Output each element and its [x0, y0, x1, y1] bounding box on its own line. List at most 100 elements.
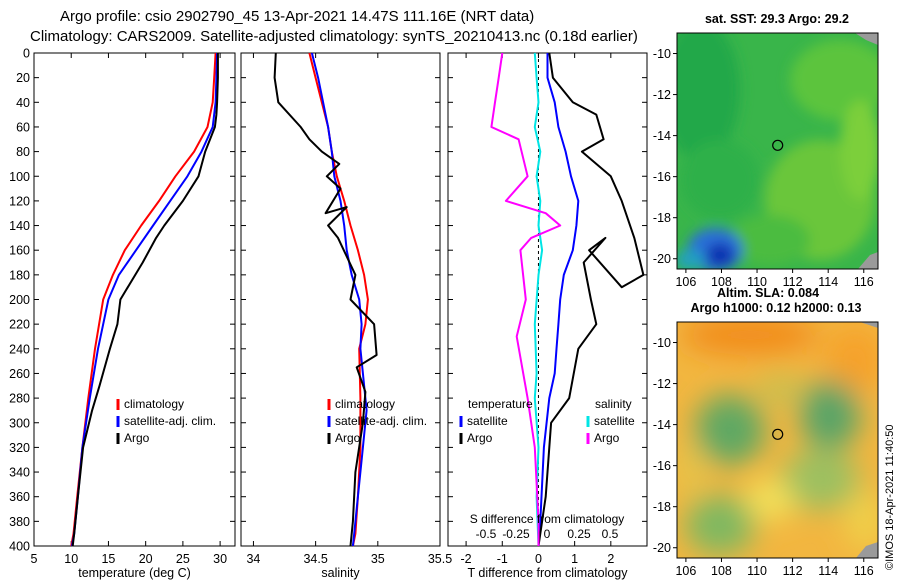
depth-tick-label: 160: [9, 244, 30, 258]
salinity-xlabel: salinity: [321, 566, 360, 580]
difference-series-temperature-satellite: [537, 53, 580, 547]
depth-tick-label: 380: [9, 515, 30, 529]
legend-label-temperature: temperature: [468, 397, 533, 411]
map-xtick-label: 112: [783, 564, 803, 578]
legend-label-temperature: satellite: [467, 414, 508, 428]
map-xtick-label: 106: [675, 564, 696, 578]
difference-salinity-tick-label: -0.25: [502, 527, 530, 541]
temperature-xtick-label: 5: [31, 552, 38, 566]
sst-anomalies: [677, 33, 878, 269]
difference-salinity-axis-label: S difference from climatology: [470, 512, 625, 526]
sla-land-south: [856, 542, 878, 558]
map-ytick-label: -12: [653, 88, 671, 102]
depth-tick-label: 120: [9, 194, 30, 208]
salinity-xtick-label: 35.5: [428, 552, 452, 566]
map-xtick-label: 106: [675, 275, 696, 289]
temperature-xtick-label: 20: [139, 552, 153, 566]
map-ytick-label: -12: [653, 377, 671, 391]
figure-title-line2: Climatology: CARS2009. Satellite-adjuste…: [30, 28, 638, 45]
legend-label-temperature: Argo: [467, 431, 493, 445]
legend-label: satellite-adj. clim.: [124, 414, 216, 428]
difference-series-salinity-satellite: [533, 52, 544, 547]
map-ytick-label: -18: [653, 211, 671, 225]
temperature-xtick-label: 25: [176, 552, 190, 566]
depth-tick-label: 280: [9, 392, 30, 406]
difference-xtick-label: 2: [607, 552, 614, 566]
temperature-xtick-label: 10: [64, 552, 78, 566]
sst-map-title: sat. SST: 29.3 Argo: 29.2: [705, 12, 849, 26]
map-ytick-label: -20: [653, 541, 671, 555]
difference-series-temperature-argo: [537, 52, 645, 547]
map-xtick-label: 110: [747, 275, 767, 289]
salinity-plot-frame: [240, 52, 441, 547]
map-ytick-label: -14: [653, 418, 671, 432]
depth-tick-label: 360: [9, 490, 30, 504]
depth-tick-label: 200: [9, 293, 30, 307]
depth-tick-label: 40: [16, 96, 30, 110]
map-xtick-label: 112: [783, 275, 803, 289]
depth-tick-label: 80: [16, 145, 30, 159]
sst-land-south: [858, 252, 878, 269]
difference-xtick-label: -2: [461, 552, 472, 566]
map-xtick-label: 114: [818, 564, 838, 578]
difference-xlabel: T difference from climatology: [467, 566, 628, 580]
legend-label: climatology: [124, 397, 184, 411]
legend-label: climatology: [335, 397, 395, 411]
difference-salinity-tick-label: 0.5: [602, 527, 619, 541]
depth-tick-label: 240: [9, 342, 30, 356]
depth-tick-label: 140: [9, 219, 30, 233]
difference-salinity-tick-label: 0.25: [567, 527, 591, 541]
sla-map-frame: [676, 321, 879, 559]
map-ytick-label: -16: [653, 459, 671, 473]
depth-tick-label: 340: [9, 466, 30, 480]
depth-tick-label: 0: [23, 47, 30, 61]
legend-label-salinity: salinity: [595, 397, 632, 411]
sla-map-subtitle: Argo h1000: 0.12 h2000: 0.13: [691, 301, 862, 315]
salinity-panel: 34 34.5 35 35.5 salinity climatology satellite…: [240, 52, 452, 580]
depth-tick-label: 100: [9, 170, 30, 184]
sst-argo-marker: [772, 139, 784, 151]
map-xtick-label: 114: [818, 275, 838, 289]
temperature-plot-frame: [33, 52, 236, 547]
depth-tick-label: 260: [9, 367, 30, 381]
legend-label: satellite-adj. clim.: [335, 414, 427, 428]
sla-land-north: [860, 322, 878, 328]
depth-tick-label: 300: [9, 416, 30, 430]
sst-map-axes: 106 108 110 112 114 116 -10 -12 -14 -16 -18 -20: [653, 47, 874, 289]
temperature-xlabel: temperature (deg C): [78, 566, 191, 580]
temperature-panel: 0 20 40 60 80 100 120 140 160 180 200 220 240 260 280 3…: [9, 47, 236, 580]
sst-map-frame: [676, 32, 879, 270]
map-ytick-label: -10: [653, 47, 671, 61]
map-ytick-label: -10: [653, 336, 671, 350]
temperature-series-argo: [71, 53, 219, 547]
salinity-xtick-label: 34: [246, 552, 260, 566]
difference-panel: -2 -1 0 1 2T difference from climatology temp…: [447, 52, 648, 580]
temperature-xtick-label: 15: [101, 552, 115, 566]
map-xtick-label: 110: [747, 564, 767, 578]
map-ytick-label: -16: [653, 170, 671, 184]
sla-argo-marker: [772, 428, 784, 440]
depth-tick-label: 60: [16, 120, 30, 134]
timestamp-stamp: ©IMOS 18-Apr-2021 11:40:50: [884, 425, 896, 570]
depth-tick-label: 180: [9, 268, 30, 282]
legend-label: Argo: [124, 431, 150, 445]
difference-xtick-label: -1: [497, 552, 508, 566]
difference-salinity-tick-label: 0: [544, 527, 551, 541]
legend-label-salinity: satellite: [594, 414, 635, 428]
map-xtick-label: 116: [854, 564, 874, 578]
sla-map: Altim. SLA: 0.084 Argo h1000: 0.12 h2000…: [653, 286, 879, 578]
depth-tick-label: 20: [16, 71, 30, 85]
difference-xtick-label: 0: [535, 552, 542, 566]
sst-map: sat. SST: 29.3 Argo: 29.2 106 108 110 112 11…: [653, 12, 879, 289]
map-ytick-label: -20: [653, 252, 671, 266]
difference-series-salinity-argo: [490, 52, 562, 546]
sst-land-north: [855, 33, 878, 45]
map-xtick-label: 108: [711, 564, 732, 578]
legend-label: Argo: [335, 431, 361, 445]
sla-map-title: Altim. SLA: 0.084: [717, 286, 819, 300]
salinity-xtick-label: 35: [371, 552, 385, 566]
temperature-xtick-label: 30: [213, 552, 227, 566]
salinity-series-argo: [273, 52, 378, 547]
map-ytick-label: -14: [653, 129, 671, 143]
